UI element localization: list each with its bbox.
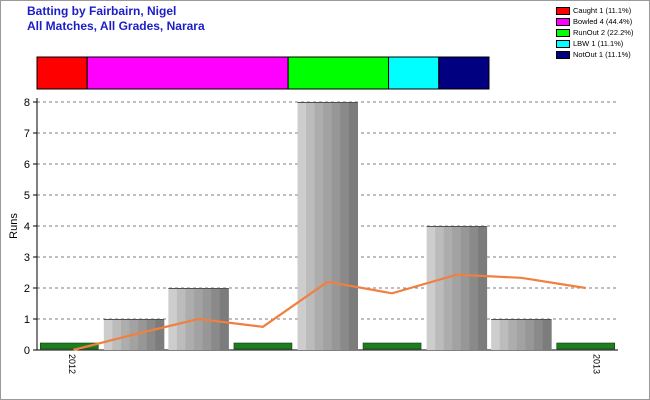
bar-stripe — [146, 319, 156, 350]
bar-stripe — [499, 319, 509, 350]
bar-stripe — [435, 226, 445, 350]
legend-item-runout: RunOut 2 (22.2%) — [555, 27, 650, 38]
legend-item-lbw: LBW 1 (11.1%) — [555, 38, 650, 49]
dismissal-segment-runout — [287, 56, 390, 90]
bar — [426, 226, 488, 350]
bar-stripe — [155, 319, 165, 350]
bar-stripe — [508, 319, 518, 350]
dismissal-segment-notout — [438, 56, 490, 90]
bar-stripe — [426, 226, 436, 350]
legend-label-lbw: LBW 1 (11.1%) — [573, 39, 624, 48]
dismissal-segment-caught — [36, 56, 88, 90]
bar-stripe — [452, 226, 462, 350]
y-tick-label: 5 — [24, 190, 30, 202]
dismissal-segment-lbw — [388, 56, 440, 90]
bar-stripe — [348, 102, 358, 350]
bar-stripe — [120, 319, 131, 350]
y-axis-label: Runs — [8, 213, 20, 239]
legend-label-runout: RunOut 2 (22.2%) — [573, 28, 634, 37]
legend-item-bowled: Bowled 4 (44.4%) — [555, 16, 650, 27]
average-line — [73, 273, 586, 352]
bar-stripe — [491, 319, 501, 350]
bar-stripe — [542, 319, 552, 350]
legend-label-bowled: Bowled 4 (44.4%) — [573, 17, 633, 26]
y-tick-label: 2 — [24, 283, 30, 295]
bar-stripe — [138, 319, 148, 350]
y-tick-label: 7 — [24, 128, 30, 140]
bar-stripe — [185, 288, 195, 350]
y-tick-label: 1 — [24, 314, 30, 326]
y-tick-label: 4 — [24, 221, 30, 233]
bar-stripe — [469, 226, 479, 350]
bar-zero-marker — [233, 342, 293, 350]
bar-stripe — [323, 102, 333, 350]
legend-label-caught: Caught 1 (11.1%) — [573, 6, 632, 15]
bar-stripe — [168, 288, 178, 350]
bar-stripe — [460, 226, 470, 350]
legend-item-caught: Caught 1 (11.1%) — [555, 5, 650, 16]
bar-stripe — [534, 319, 544, 350]
bar-stripe — [103, 319, 113, 350]
bar-stripe — [525, 319, 535, 350]
bar-stripe — [478, 226, 488, 350]
bar-stripe — [340, 102, 350, 350]
bar-stripe — [219, 288, 229, 350]
bar-stripe — [112, 319, 122, 350]
legend-item-notout: NotOut 1 (11.1%) — [555, 49, 650, 60]
bar-stripe — [314, 102, 324, 350]
chart-title: Batting by Fairbairn, Nigel — [27, 4, 177, 18]
bar-stripe — [443, 226, 453, 350]
chart-subtitle: All Matches, All Grades, Narara — [27, 19, 205, 33]
bar-zero-marker — [362, 342, 422, 350]
bar-stripe — [331, 102, 341, 350]
bar — [491, 319, 552, 350]
bar-stripe — [516, 319, 526, 350]
legend-swatch-runout — [556, 29, 570, 37]
x-tick-label: 2013 — [592, 354, 602, 374]
bar-stripe — [211, 288, 221, 350]
y-tick-label: 0 — [24, 345, 30, 357]
bar-zero-marker — [39, 342, 99, 350]
bar — [297, 102, 358, 350]
dismissal-segment-bowled — [86, 56, 289, 90]
bar-stripe — [306, 102, 316, 350]
legend-swatch-notout — [556, 51, 570, 59]
legend-label-notout: NotOut 1 (11.1%) — [573, 50, 631, 59]
bar-zero-marker — [556, 342, 616, 350]
legend-swatch-lbw — [556, 40, 570, 48]
legend: Caught 1 (11.1%) Bowled 4 (44.4%) RunOut… — [555, 5, 650, 60]
bar-stripe — [297, 102, 307, 350]
legend-swatch-caught — [556, 7, 570, 15]
y-tick-label: 6 — [24, 159, 30, 171]
y-tick-label: 8 — [24, 97, 30, 109]
y-tick-label: 3 — [24, 252, 30, 264]
bar-stripe — [176, 288, 187, 350]
legend-swatch-bowled — [556, 18, 570, 26]
x-tick-label: 2012 — [67, 354, 77, 374]
